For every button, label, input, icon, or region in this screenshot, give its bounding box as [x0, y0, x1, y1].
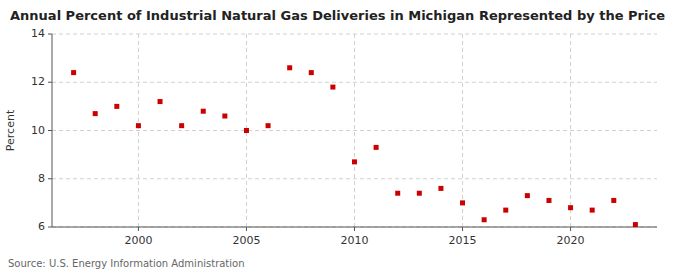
point	[525, 193, 530, 198]
source: Source: U.S. Energy Information Administ…	[8, 258, 245, 269]
y-tick	[48, 227, 52, 228]
point	[179, 123, 184, 128]
y-grid-line	[52, 227, 657, 228]
x-tick	[138, 227, 139, 231]
y-grid-line	[52, 82, 657, 83]
point	[222, 114, 227, 119]
point	[633, 222, 638, 227]
points	[71, 65, 638, 227]
y-axis-line	[52, 34, 53, 227]
x-grid-line	[570, 34, 571, 227]
point	[330, 85, 335, 90]
x-tick	[246, 227, 247, 231]
point	[482, 217, 487, 222]
point	[71, 70, 76, 75]
y-tick-label: 10	[31, 124, 45, 137]
x-tick-label: 2005	[232, 234, 260, 247]
point	[136, 123, 141, 128]
grid	[52, 34, 657, 227]
point	[93, 111, 98, 116]
x-tick-label: 2015	[449, 234, 477, 247]
point	[352, 159, 357, 164]
point	[287, 65, 292, 70]
point	[374, 145, 379, 150]
y-tick-label: 12	[31, 75, 45, 88]
x-tick-label: 2010	[341, 234, 369, 247]
x-grid-line	[138, 34, 139, 227]
point	[503, 208, 508, 213]
y-axis-label: Percent	[4, 109, 17, 151]
y-tick-label: 6	[38, 220, 45, 233]
chart: 6 8 10 12 14 2000 2005 2010 2015 2020 Percent Annua…	[0, 0, 675, 275]
y-tick	[48, 178, 52, 179]
y-grid-line	[52, 178, 657, 179]
y-tick-label: 14	[31, 27, 45, 40]
point	[309, 70, 314, 75]
y-tick	[48, 82, 52, 83]
point	[395, 191, 400, 196]
point	[201, 109, 206, 114]
x-grid-line	[462, 34, 463, 227]
x-tick	[570, 227, 571, 231]
point	[244, 128, 249, 133]
x-tick-label: 2020	[557, 234, 585, 247]
point	[438, 186, 443, 191]
point	[590, 208, 595, 213]
point	[611, 198, 616, 203]
x-tick-label: 2000	[124, 234, 152, 247]
title: Annual Percent of Industrial Natural Gas…	[10, 8, 665, 23]
axes: 6 8 10 12 14 2000 2005 2010 2015 2020	[31, 27, 657, 247]
y-tick-label: 8	[38, 172, 45, 185]
point	[417, 191, 422, 196]
point	[158, 99, 163, 104]
y-grid-line	[52, 130, 657, 131]
x-tick	[462, 227, 463, 231]
y-tick	[48, 34, 52, 35]
x-tick	[354, 227, 355, 231]
x-axis-line	[52, 227, 657, 228]
point	[266, 123, 271, 128]
y-tick	[48, 130, 52, 131]
point	[568, 205, 573, 210]
point	[546, 198, 551, 203]
x-grid-line	[354, 34, 355, 227]
point	[460, 200, 465, 205]
point	[114, 104, 119, 109]
